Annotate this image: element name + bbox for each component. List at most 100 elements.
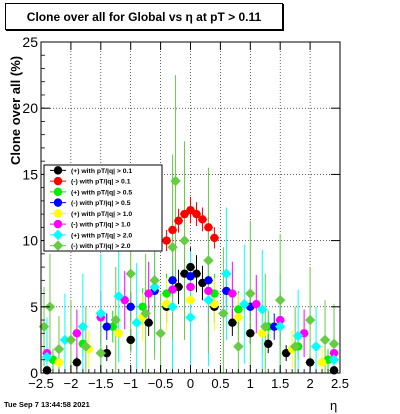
data-point <box>204 276 213 285</box>
y-tick-label: 0 <box>30 365 38 381</box>
legend-marker <box>53 176 63 186</box>
data-point <box>59 334 71 346</box>
x-axis-label: η <box>330 398 338 413</box>
data-point <box>162 289 171 298</box>
data-point <box>108 322 117 331</box>
legend-marker <box>53 166 63 175</box>
data-point <box>275 321 286 332</box>
legend-label: (-) with pT/|q| > 0.5 <box>71 200 131 207</box>
data-point <box>110 314 121 326</box>
legend-label: (+) with pT/|q| > 2.0 <box>71 232 132 239</box>
data-point <box>138 302 147 311</box>
y-tick-label: 15 <box>22 166 38 182</box>
markers <box>38 175 340 375</box>
data-point <box>167 242 178 253</box>
chart-title-box: Clone over all for Global vs η at pT > 0… <box>5 3 283 30</box>
data-point <box>168 225 177 235</box>
data-point <box>120 295 129 305</box>
data-point <box>131 317 142 328</box>
data-point <box>233 341 244 352</box>
data-point <box>41 351 53 363</box>
data-point <box>245 288 256 299</box>
x-tick-label: −2 <box>63 376 78 391</box>
data-point <box>289 341 301 352</box>
data-point <box>317 358 327 367</box>
legend-label: (-) with pT/|q| > 2.0 <box>71 243 131 250</box>
data-point <box>126 302 135 311</box>
legend-label: (-) with pT/|q| > 0.1 <box>71 179 131 186</box>
timestamp-footer: Tue Sep 7 13:44:58 2021 <box>4 400 90 409</box>
data-point <box>264 339 273 349</box>
data-point <box>234 313 243 322</box>
data-point <box>198 215 207 224</box>
data-point <box>186 262 195 272</box>
data-point <box>72 358 82 367</box>
data-point <box>234 305 243 314</box>
data-point <box>102 322 111 331</box>
data-point <box>204 286 213 296</box>
data-point <box>114 329 123 338</box>
data-point <box>275 294 286 306</box>
data-point <box>186 272 195 281</box>
data-point <box>72 329 82 338</box>
data-point <box>328 338 340 350</box>
legend-box <box>43 164 163 252</box>
data-point <box>228 289 237 298</box>
x-tick-label: −0.5 <box>148 376 174 391</box>
chart-title: Clone over all for Global vs η at pT > 0… <box>26 10 262 24</box>
y-tick-label: 25 <box>22 34 38 50</box>
data-point <box>155 328 166 339</box>
legend-label: (+) with pT/|q| > 0.1 <box>71 168 132 175</box>
data-point <box>53 343 65 355</box>
data-point <box>246 329 255 338</box>
data-point <box>102 348 111 358</box>
x-tick-label: −1 <box>123 376 138 391</box>
legend-marker <box>53 187 63 197</box>
data-point <box>149 281 160 293</box>
data-point <box>281 348 291 358</box>
legend-marker <box>53 198 63 207</box>
y-tick-label: 20 <box>22 100 38 116</box>
data-point <box>239 298 250 310</box>
legend-marker <box>52 240 64 251</box>
data-point <box>185 312 196 323</box>
x-tick-label: −2.5 <box>28 376 54 391</box>
data-point <box>328 354 340 365</box>
data-point <box>168 285 177 294</box>
x-tick-label: 2 <box>306 376 313 391</box>
x-tick-label: 0.5 <box>211 376 229 391</box>
data-point <box>167 301 178 312</box>
data-point <box>218 308 229 319</box>
data-point <box>257 304 268 315</box>
data-point <box>305 358 315 367</box>
x-tick-label: 1.5 <box>271 376 289 391</box>
y-tick-label: 10 <box>22 233 38 249</box>
data-point <box>180 209 189 219</box>
data-point <box>221 268 232 279</box>
data-point <box>310 341 322 352</box>
data-point <box>192 209 201 219</box>
data-point <box>77 321 89 332</box>
data-point <box>319 334 331 346</box>
data-point <box>204 223 213 232</box>
data-point <box>270 322 279 331</box>
legend-marker <box>53 209 63 218</box>
legend-marker <box>52 229 64 241</box>
x-tick-label: −1.5 <box>88 376 114 391</box>
data-point <box>292 330 304 342</box>
data-point <box>304 314 316 326</box>
data-point <box>80 341 92 352</box>
data-point <box>260 321 271 332</box>
data-point <box>65 334 77 346</box>
data-point <box>174 216 183 225</box>
legend-label: (+) with pT/|q| > 0.5 <box>71 189 132 196</box>
data-point <box>125 268 136 279</box>
data-point <box>228 318 237 327</box>
data-point <box>144 289 153 298</box>
data-point <box>162 236 171 245</box>
x-tick-label: 2.5 <box>331 376 349 391</box>
data-point <box>38 321 50 332</box>
data-point <box>186 282 195 292</box>
axis-ticks: −2.5 −2 −1.5 −1 −0.5 0 0.5 1 1.5 2 2.5 0 5 10 15 20 25 <box>22 34 349 391</box>
legend-marker <box>53 219 63 229</box>
